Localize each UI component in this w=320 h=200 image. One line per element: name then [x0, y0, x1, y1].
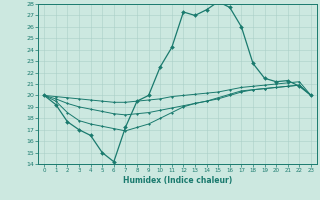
X-axis label: Humidex (Indice chaleur): Humidex (Indice chaleur) [123, 176, 232, 185]
